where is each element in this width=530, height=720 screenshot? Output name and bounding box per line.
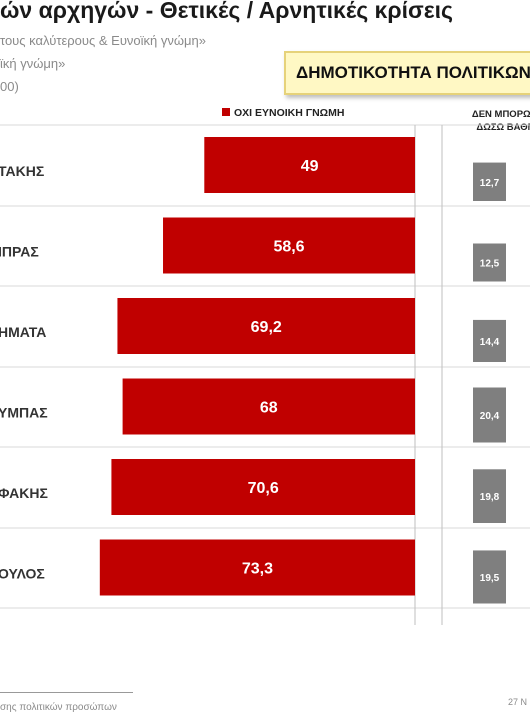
red-bar bbox=[111, 459, 416, 515]
footnote-rule bbox=[0, 692, 133, 693]
category-label: ΙΠΡΑΣ bbox=[0, 244, 39, 260]
subtitle-line-3: 00) bbox=[0, 79, 19, 94]
gray-bar bbox=[473, 387, 506, 443]
legend-gray-line-2: ΔΩΣΩ ΒΑΘΜ bbox=[476, 122, 530, 133]
category-label: ΟΥΛΟΣ bbox=[0, 566, 45, 582]
category-label: ΦΑΚΗΣ bbox=[0, 485, 48, 501]
gray-bar-label: 20,4 bbox=[480, 411, 500, 422]
page-title: ών αρχηγών - Θετικές / Αρνητικές κρίσεις bbox=[0, 0, 453, 23]
legend-gray: ΔΕΝ ΜΠΟΡΩ Ν ΔΩΣΩ ΒΑΘΜ bbox=[466, 108, 530, 134]
category-label: ΥΜΠΑΣ bbox=[0, 405, 48, 421]
red-bar bbox=[122, 378, 415, 435]
gray-bar bbox=[473, 319, 506, 362]
gray-bar-label: 14,4 bbox=[480, 337, 500, 348]
red-bar-label: 49 bbox=[301, 158, 319, 175]
gray-bar bbox=[473, 162, 506, 201]
legend-red-swatch bbox=[222, 108, 230, 116]
legend-gray-line-1: ΔΕΝ ΜΠΟΡΩ Ν bbox=[471, 109, 530, 120]
red-bar-label: 68 bbox=[260, 400, 278, 417]
legend-red: ΟΧΙ ΕΥΝΟΙΚΗ ΓΝΩΜΗ bbox=[222, 107, 344, 119]
red-bar-label: 58,6 bbox=[273, 239, 304, 256]
category-label: ΤΑΚΗΣ bbox=[0, 163, 44, 179]
gray-bar-label: 19,5 bbox=[480, 573, 500, 584]
popularity-badge: ΔΗΜΟΤΙΚΟΤΗΤΑ ΠΟΛΙΤΙΚΩΝ bbox=[284, 51, 530, 95]
gray-bar-label: 12,7 bbox=[480, 178, 500, 189]
red-bar-label: 69,2 bbox=[251, 319, 282, 336]
red-bar-label: 70,6 bbox=[248, 480, 279, 497]
red-bar-label: 73,3 bbox=[242, 561, 273, 578]
subtitle-line-2: ϊκή γνώμη» bbox=[0, 56, 66, 71]
subtitle-line-1: τους καλύτερους & Ευνοϊκή γνώμη» bbox=[0, 33, 206, 48]
gray-bar-label: 19,8 bbox=[480, 492, 500, 503]
gray-bar-label: 12,5 bbox=[480, 259, 500, 270]
category-label: ΗΜΑΤΑ bbox=[0, 324, 46, 340]
red-bar bbox=[163, 217, 415, 274]
date-label: 27 Ν bbox=[508, 697, 528, 707]
red-bar bbox=[204, 137, 415, 193]
red-bar bbox=[99, 539, 415, 596]
gray-bar bbox=[473, 550, 506, 604]
legend-red-label: ΟΧΙ ΕΥΝΟΙΚΗ ΓΝΩΜΗ bbox=[234, 107, 345, 119]
red-bar bbox=[117, 298, 415, 354]
gray-bar bbox=[473, 243, 506, 282]
footnote: σης πολιτικών προσώπων bbox=[0, 702, 117, 713]
gray-bar bbox=[473, 469, 506, 523]
